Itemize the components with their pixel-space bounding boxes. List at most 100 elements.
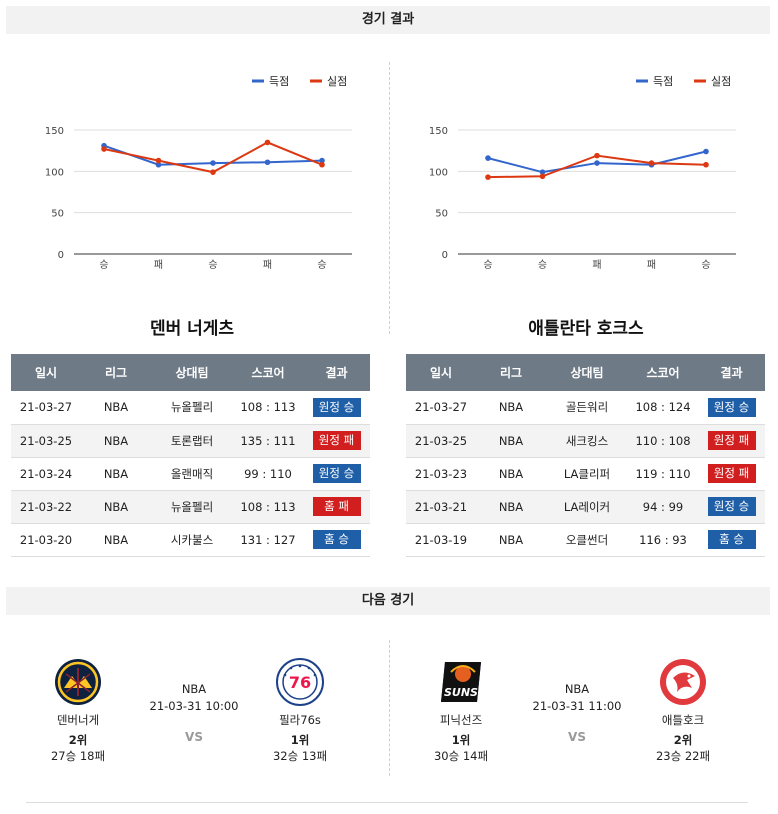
cell-date: 21-03-25 xyxy=(11,424,81,458)
match1-datetime: 21-03-31 10:00 xyxy=(149,699,239,713)
chart-denver: 득점 실점 0 50 100 150 승 패 승 패 승 xyxy=(14,58,374,278)
table-header-row: 일시 리그 상대팀 스코어 결과 xyxy=(11,354,370,391)
cell-opponent: 뉴올펠리 xyxy=(151,391,233,425)
cell-opponent: 토론랩터 xyxy=(151,424,233,458)
match-card-1: 덴버너게 2위 27승 18패 NBA 21-03-31 10:00 VS 76… xyxy=(14,650,374,770)
data-point xyxy=(210,160,216,166)
cell-league: NBA xyxy=(476,424,546,458)
cell-opponent: LA레이커 xyxy=(546,490,628,524)
col-opponent: 상대팀 xyxy=(546,354,628,391)
col-score: 스코어 xyxy=(628,354,698,391)
data-point xyxy=(210,169,216,175)
denver-score-chart: 득점 실점 0 50 100 150 승 패 승 패 승 xyxy=(45,75,352,271)
match2-away-name: 애틀호크 xyxy=(661,713,705,727)
data-point xyxy=(539,169,546,175)
data-point xyxy=(703,148,709,155)
x-tick-label: 승 xyxy=(99,259,108,271)
match1-away-team[interactable]: 76 필라76s 1위 32승 13패 xyxy=(260,658,340,764)
svg-text:76: 76 xyxy=(289,673,311,692)
result-badge: 원정 패 xyxy=(312,431,361,450)
nuggets-logo-icon xyxy=(54,658,102,706)
x-tick-label: 패 xyxy=(154,259,163,271)
match2-home-rank: 1위 xyxy=(451,733,471,747)
cell-score: 131 : 127 xyxy=(233,523,303,557)
cell-date: 21-03-22 xyxy=(11,490,81,524)
svg-text:SUNS: SUNS xyxy=(444,686,478,699)
suns-logo-icon: SUNS xyxy=(437,658,485,706)
cell-result: 원정 승 xyxy=(303,457,370,491)
data-point xyxy=(539,173,546,180)
cell-date: 21-03-23 xyxy=(406,457,476,491)
match1-away-rank: 1위 xyxy=(290,733,310,747)
cell-league: NBA xyxy=(476,391,546,425)
col-league: 리그 xyxy=(476,354,546,391)
cell-league: NBA xyxy=(81,490,151,524)
col-date: 일시 xyxy=(406,354,476,391)
y-tick-label: 100 xyxy=(429,167,448,178)
result-badge: 원정 패 xyxy=(707,464,756,483)
cell-league: NBA xyxy=(81,457,151,491)
col-score: 스코어 xyxy=(233,354,303,391)
y-tick-label: 100 xyxy=(45,167,64,178)
next-game-header: 다음 경기 xyxy=(6,587,770,615)
cell-date: 21-03-27 xyxy=(406,391,476,425)
match1-home-rank: 2위 xyxy=(68,733,88,747)
table-row: 21-03-20 NBA 시카불스 131 : 127 홈 승 xyxy=(11,523,370,557)
denver-record-table: 일시 리그 상대팀 스코어 결과 21-03-27 NBA 뉴올펠리 108 : 11… xyxy=(11,354,370,557)
result-badge: 홈 승 xyxy=(707,530,756,549)
cell-result: 홈 승 xyxy=(303,523,370,557)
team-title-denver: 덴버 너게츠 xyxy=(149,319,235,339)
data-point xyxy=(319,157,325,164)
table-row: 21-03-27 NBA 골든워리 108 : 124 원정 승 xyxy=(406,391,765,425)
x-tick-label: 승 xyxy=(701,259,710,271)
cell-date: 21-03-25 xyxy=(406,424,476,458)
data-point xyxy=(648,160,655,166)
legend-allowed-label: 실점 xyxy=(327,75,347,88)
y-tick-label: 0 xyxy=(58,250,64,261)
data-point xyxy=(485,155,491,161)
cell-opponent: 뉴올펠리 xyxy=(151,490,233,524)
match1-home-team[interactable]: 덴버너게 2위 27승 18패 xyxy=(38,658,118,764)
results-header: 경기 결과 xyxy=(6,6,770,34)
cell-date: 21-03-24 xyxy=(11,457,81,491)
x-tick-label: 패 xyxy=(647,259,656,271)
table-row: 21-03-24 NBA 올랜매직 99 : 110 원정 승 xyxy=(11,457,370,491)
match2-away-team[interactable]: 애틀호크 2위 23승 22패 xyxy=(643,658,723,764)
legend-score-label: 득점 xyxy=(269,75,289,88)
bottom-divider xyxy=(26,802,748,803)
cell-score: 119 : 110 xyxy=(628,457,698,491)
result-badge: 홈 패 xyxy=(312,497,361,516)
match2-home-team[interactable]: SUNS 피닉선즈 1위 30승 14패 xyxy=(421,658,501,764)
result-badge: 원정 승 xyxy=(707,497,756,516)
legend-score-label: 득점 xyxy=(653,75,673,88)
result-badge: 원정 승 xyxy=(707,397,756,417)
cell-result: 원정 승 xyxy=(303,391,370,425)
match2-vs: VS xyxy=(568,730,586,744)
match1-away-name: 필라76s xyxy=(279,713,321,727)
result-badge: 원정 승 xyxy=(312,464,361,483)
table-row: 21-03-25 NBA 새크킹스 110 : 108 원정 패 xyxy=(406,424,765,458)
data-point xyxy=(319,161,325,168)
cell-result: 원정 패 xyxy=(698,424,765,458)
col-opponent: 상대팀 xyxy=(151,354,233,391)
match1-home-record: 27승 18패 xyxy=(50,749,106,763)
result-badge: 홈 승 xyxy=(312,530,361,549)
table-row: 21-03-27 NBA 뉴올펠리 108 : 113 원정 승 xyxy=(11,391,370,425)
data-point xyxy=(264,139,271,146)
cell-score: 94 : 99 xyxy=(628,490,698,524)
atlanta-record-table: 일시 리그 상대팀 스코어 결과 21-03-27 NBA 골든워리 108 : 12… xyxy=(406,354,765,557)
chart-atlanta: 득점 실점 0 50 100 150 승 승 패 패 승 xyxy=(398,58,758,278)
result-badge: 원정 승 xyxy=(312,397,361,417)
cell-league: NBA xyxy=(476,490,546,524)
data-point xyxy=(264,159,271,166)
result-badge: 원정 패 xyxy=(707,431,756,450)
col-result: 결과 xyxy=(303,354,370,391)
x-tick-label: 승 xyxy=(483,259,492,271)
data-point xyxy=(485,174,491,180)
cell-opponent: 시카불스 xyxy=(151,523,233,557)
table-row: 21-03-22 NBA 뉴올펠리 108 : 113 홈 패 xyxy=(11,490,370,524)
76ers-logo-icon: 76 xyxy=(276,658,324,706)
cell-date: 21-03-27 xyxy=(11,391,81,425)
y-tick-label: 150 xyxy=(45,126,64,137)
match2-league: NBA xyxy=(564,682,590,696)
